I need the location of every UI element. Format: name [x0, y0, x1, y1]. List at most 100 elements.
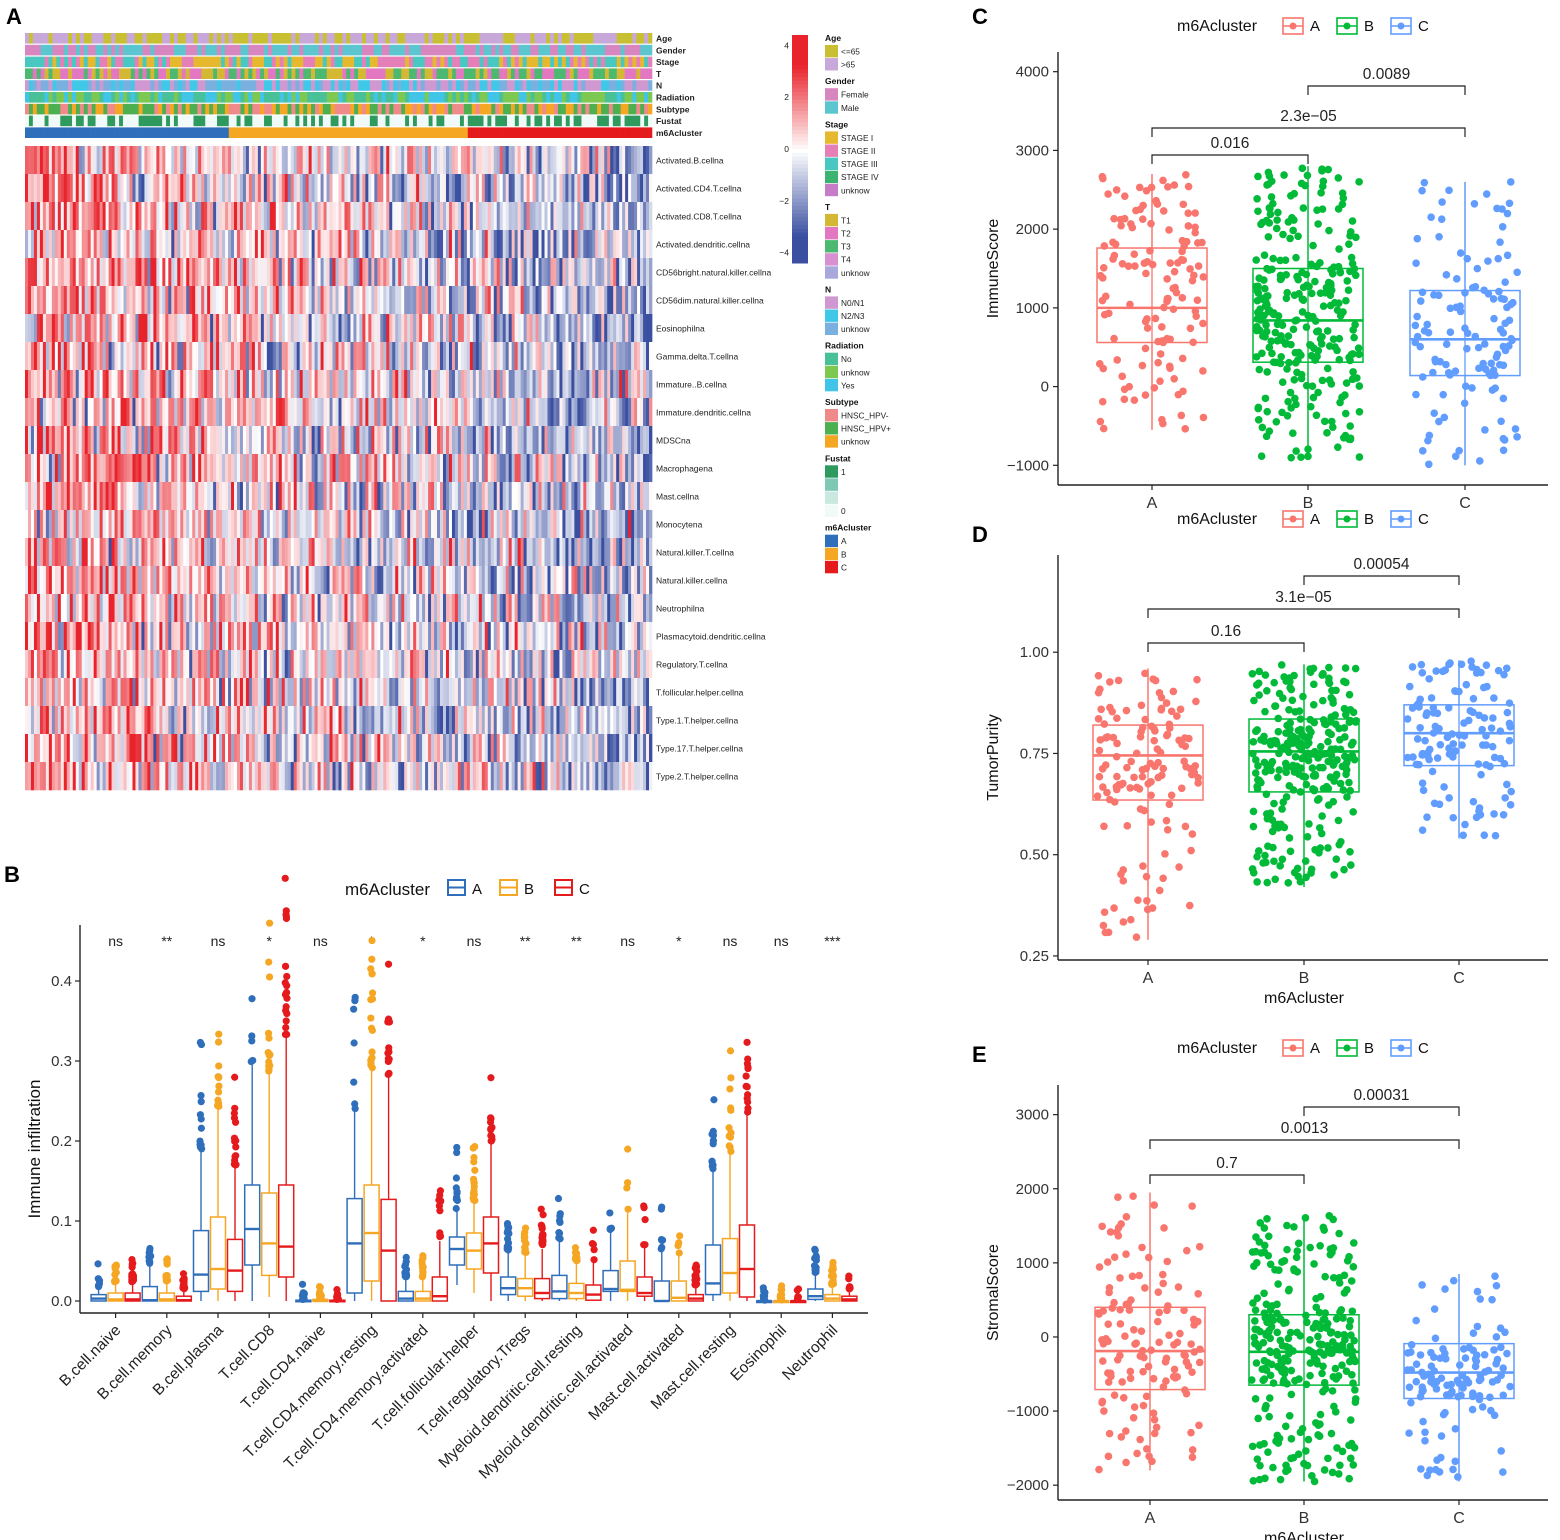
heatmap-cell: [383, 538, 387, 567]
heatmap-cell: [350, 230, 354, 259]
heatmap-cell: [296, 398, 301, 427]
annotation-cell: [499, 92, 504, 103]
annotation-cell: [311, 92, 316, 103]
heatmap-cell: [25, 342, 29, 371]
heatmap-cell: [72, 258, 77, 287]
annotation-cell: [48, 33, 53, 44]
heatmap-cell: [263, 398, 268, 427]
heatmap-cell: [147, 286, 151, 315]
heatmap-cell: [81, 202, 86, 231]
heatmap-cell: [457, 174, 462, 203]
heatmap-cell: [81, 566, 86, 595]
heatmap-cell: [377, 286, 381, 315]
heatmap-cell: [314, 342, 318, 371]
heatmap-cell: [120, 314, 124, 343]
annotation-cell: [322, 33, 328, 44]
heatmap-cell: [111, 258, 115, 287]
heatmap-cell: [126, 146, 130, 175]
heatmap-cell: [574, 370, 578, 399]
heatmap-cell: [239, 174, 244, 203]
annotation-cell: [608, 33, 614, 44]
heatmap-cell: [141, 342, 145, 371]
heatmap-cell: [517, 174, 521, 203]
heatmap-cell: [192, 286, 196, 315]
annotation-cell: [72, 68, 77, 79]
heatmap-cell: [105, 370, 109, 399]
annotation-cell: [264, 56, 269, 68]
annotation-cell: [640, 115, 645, 127]
heatmap-cell: [434, 202, 438, 231]
heatmap-cell: [45, 370, 50, 399]
heatmap-cell: [380, 230, 384, 259]
annotation-cell: [217, 68, 222, 79]
heatmap-cell: [296, 174, 301, 203]
heatmap-cell: [138, 594, 142, 623]
annotation-cell: [459, 68, 465, 79]
heatmap-cell: [496, 538, 501, 567]
heatmap-cell: [565, 482, 569, 511]
heatmap-cell: [341, 174, 345, 203]
annotation-cell: [436, 92, 441, 103]
annotation-cell: [510, 80, 516, 91]
heatmap-cell: [454, 370, 459, 399]
annotation-cell: [303, 92, 308, 103]
heatmap-cell: [475, 454, 480, 483]
heatmap-row: [25, 146, 653, 175]
heatmap-cell: [631, 510, 635, 539]
heatmap-cell: [469, 398, 474, 427]
heatmap-cell: [580, 174, 584, 203]
heatmap-cell: [45, 538, 50, 567]
annotation-cell: [644, 44, 649, 56]
annotation-cell: [326, 127, 331, 138]
annotation-cell: [271, 127, 277, 138]
annotation-cell: [295, 127, 300, 138]
heatmap-cell: [216, 258, 220, 287]
heatmap-cell: [443, 454, 447, 483]
heatmap-cell: [201, 594, 205, 623]
heatmap-cell: [425, 146, 429, 175]
heatmap-cell: [407, 426, 411, 455]
heatmap-cell: [392, 174, 396, 203]
heatmap-cell: [236, 342, 241, 371]
heatmap-cell: [305, 398, 309, 427]
heatmap-cell: [586, 426, 590, 455]
heatmap-cell: [219, 342, 223, 371]
heatmap-cell: [502, 454, 507, 483]
heatmap-cell: [520, 426, 524, 455]
heatmap-cell: [239, 538, 244, 567]
heatmap-cell: [568, 230, 572, 259]
annotation-cell: [264, 127, 269, 138]
heatmap-cell: [168, 538, 172, 567]
annotation-cell: [158, 68, 163, 79]
heatmap-cell: [120, 174, 124, 203]
annotation-cell: [444, 92, 449, 103]
heatmap-cell: [266, 426, 271, 455]
annotation-cell: [436, 44, 441, 56]
heatmap-cell: [365, 314, 369, 343]
heatmap-cell: [451, 538, 456, 567]
heatmap-cell: [36, 482, 41, 511]
heatmap-cell: [180, 594, 184, 623]
heatmap-cell: [66, 174, 71, 203]
heatmap-cell: [78, 538, 83, 567]
heatmap-cell: [236, 146, 241, 175]
heatmap-cell: [254, 146, 259, 175]
heatmap-cell: [93, 510, 98, 539]
annotation-cell: [295, 92, 300, 103]
heatmap-cell: [60, 510, 65, 539]
annotation-cell: [314, 44, 320, 56]
heatmap-cell: [637, 398, 641, 427]
annotation-cell: [236, 115, 241, 127]
heatmap-cell: [586, 454, 590, 483]
heatmap-cell: [434, 510, 438, 539]
heatmap-cell: [317, 538, 321, 567]
heatmap-cell: [425, 566, 429, 595]
heatmap-cell: [511, 258, 516, 287]
heatmap-cell: [332, 174, 336, 203]
heatmap-cell: [332, 314, 336, 343]
annotation-cell: [338, 92, 343, 103]
annotation-cell: [56, 33, 61, 44]
heatmap-cell: [63, 510, 68, 539]
heatmap-cell: [231, 454, 235, 483]
heatmap-cell: [380, 454, 384, 483]
